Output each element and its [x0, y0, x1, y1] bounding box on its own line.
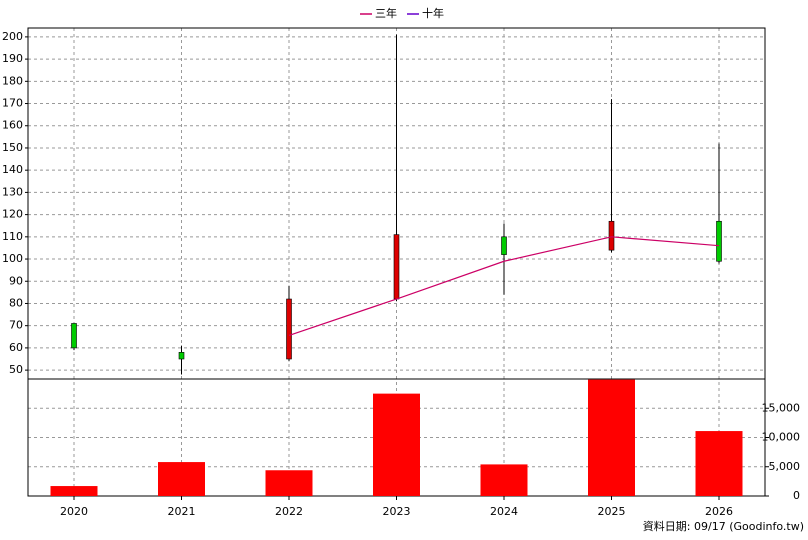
volume-bar	[695, 431, 743, 496]
candle-body	[393, 234, 400, 300]
y-tick-label: 130	[2, 185, 23, 198]
candle-body	[71, 323, 77, 349]
y2-tick-label: 5,000	[769, 460, 801, 473]
x-tick-label: 2020	[60, 505, 88, 518]
x-tick-label: 2026	[705, 505, 733, 518]
candle-body	[178, 352, 185, 360]
y-tick-label: 100	[2, 252, 23, 265]
y2-tick-label: 10,000	[762, 431, 801, 444]
volume-bar	[588, 379, 635, 496]
y-tick-label: 150	[2, 141, 23, 154]
legend-label: 三年	[375, 6, 397, 20]
y-tick-label: 50	[9, 363, 23, 376]
y-tick-label: 90	[9, 274, 23, 287]
y-tick-label: 170	[2, 97, 23, 110]
volume-bar	[158, 462, 205, 496]
candle-body	[501, 236, 507, 255]
y2-tick-label: 0	[793, 489, 800, 502]
y-tick-label: 70	[9, 319, 23, 332]
volume-bar	[265, 470, 313, 496]
y-tick-label: 110	[2, 230, 23, 243]
candle-body	[286, 298, 292, 360]
x-tick-label: 2023	[383, 505, 411, 518]
y-tick-label: 160	[2, 119, 23, 132]
candle-body	[608, 220, 615, 251]
volume-bar	[480, 464, 528, 496]
x-tick-label: 2025	[598, 505, 626, 518]
y-tick-label: 80	[9, 296, 23, 309]
y-tick-label: 180	[2, 74, 23, 87]
y-tick-label: 60	[9, 341, 23, 354]
legend-label: 十年	[422, 6, 444, 20]
y-tick-label: 200	[2, 30, 23, 43]
volume-bar	[373, 393, 420, 496]
x-tick-label: 2024	[490, 505, 518, 518]
volume-bar	[50, 486, 98, 496]
source-note: 資料日期: 09/17 (Goodinfo.tw)	[643, 519, 804, 533]
y-tick-label: 190	[2, 52, 23, 65]
x-tick-label: 2021	[168, 505, 196, 518]
candle-body	[716, 220, 722, 262]
y-tick-label: 120	[2, 208, 23, 221]
x-tick-label: 2022	[275, 505, 303, 518]
y-tick-label: 140	[2, 163, 23, 176]
average-line	[288, 236, 720, 337]
y2-tick-label: 15,000	[762, 401, 801, 414]
